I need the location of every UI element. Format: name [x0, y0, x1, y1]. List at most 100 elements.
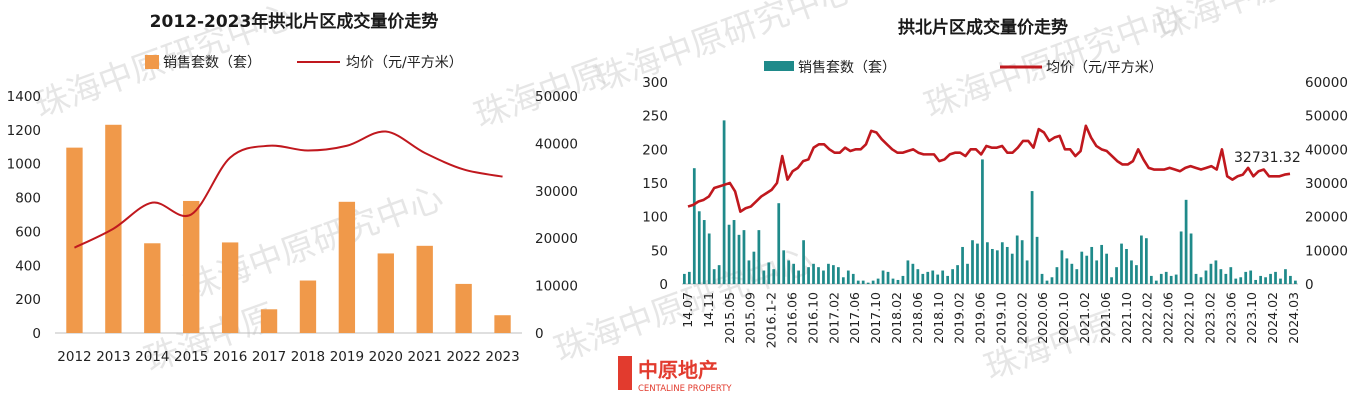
x-tick: 2015.05 [722, 292, 737, 344]
y-right-tick: 40000 [1305, 142, 1348, 158]
bar [787, 260, 791, 284]
x-tick: 2023.10 [1244, 292, 1259, 344]
bar [1115, 267, 1118, 284]
bar [956, 265, 959, 284]
bar [1050, 277, 1054, 284]
bar [971, 240, 974, 284]
x-tick: 2024.03 [1286, 292, 1301, 344]
bar [802, 240, 805, 284]
bar [702, 220, 706, 284]
bar [1110, 277, 1113, 284]
bar [856, 280, 860, 284]
bar [995, 250, 999, 284]
y-left-tick: 1400 [7, 89, 41, 105]
annual-bars [66, 124, 511, 334]
bar [1264, 277, 1267, 284]
x-tick: 2024.02 [1265, 292, 1280, 344]
x-tick: 2019.10 [993, 292, 1008, 344]
bar [966, 263, 969, 284]
bar [822, 270, 825, 284]
bar [871, 280, 875, 284]
bar [990, 248, 994, 284]
bar [687, 271, 691, 284]
bar [338, 201, 356, 333]
bar [1209, 263, 1213, 284]
x-tick: 2019.02 [952, 292, 967, 344]
bar [961, 246, 964, 284]
bar [1224, 273, 1228, 284]
bar [981, 159, 984, 284]
y-right-tick: 30000 [1305, 176, 1348, 192]
bar [851, 273, 855, 284]
bar [772, 269, 776, 284]
bar [1015, 235, 1019, 284]
legend-line-label: 均价（元/平方米） [1046, 60, 1163, 76]
bar [1055, 267, 1059, 284]
x-tick: 2021.06 [1098, 292, 1113, 344]
y-right-tick: 0 [535, 326, 544, 342]
bar [1080, 251, 1084, 284]
bar [861, 280, 865, 284]
bar [827, 263, 830, 284]
bar [1070, 263, 1074, 284]
x-tick: 2016.10 [805, 292, 820, 344]
x-tick: 2015 [174, 349, 208, 365]
centaline-logo: 中原地产 CENTALINE PROPERTY [618, 356, 732, 394]
bar [717, 265, 721, 284]
watermark-text: 珠海中原研究中心 [589, 0, 858, 100]
x-tick: 2023 [485, 349, 519, 365]
bar [916, 269, 920, 284]
x-tick: 2012 [57, 349, 91, 365]
bar [1189, 233, 1193, 284]
bar [976, 243, 979, 284]
x-tick: 2014 [135, 349, 169, 365]
x-tick: 2017.10 [868, 292, 883, 344]
price-line [74, 130, 503, 249]
monthly-price-line [687, 124, 1291, 213]
x-tick: 2019 [330, 349, 364, 365]
bar [1075, 269, 1079, 284]
x-tick: 2016 [213, 349, 247, 365]
y-left-tick: 100 [642, 210, 668, 226]
monthly-chart: 拱北片区成交量价走势 销售套数（套） 均价（元/平方米） 0 50 100 150 20… [642, 17, 1348, 348]
bar [1085, 255, 1089, 284]
y-right-tick: 50000 [535, 89, 578, 105]
bar [1279, 278, 1282, 284]
y-left-tick: 1200 [7, 123, 41, 139]
y-right-tick: 40000 [535, 136, 578, 152]
bar [1239, 277, 1243, 284]
bar [1219, 269, 1223, 284]
bar [1065, 258, 1069, 284]
bar [1120, 243, 1123, 284]
x-tick: 2016.06 [784, 292, 799, 344]
y-left-tick: 800 [15, 191, 41, 207]
y-right-tick: 30000 [535, 184, 578, 200]
bar [1164, 271, 1168, 284]
x-tick: 2013 [96, 349, 130, 365]
bar [936, 274, 940, 284]
logo-mark-icon [618, 356, 632, 390]
bar [1169, 275, 1173, 284]
bar [1105, 253, 1108, 284]
x-tick: 2022.10 [1182, 292, 1197, 344]
bar [921, 273, 925, 284]
bar [682, 273, 686, 284]
bar [986, 242, 989, 284]
legend-bar-label: 销售套数（套） [798, 60, 896, 76]
logo-subtitle: CENTALINE PROPERTY [638, 384, 732, 394]
bar [377, 253, 394, 333]
y-right-tick: 20000 [535, 231, 578, 247]
x-tick: 14.11 [701, 292, 716, 328]
y-left-tick: 1000 [7, 157, 41, 173]
x-tick: 2016.1-2 [764, 292, 779, 348]
bar [1025, 260, 1029, 284]
bar [896, 279, 900, 284]
bar [1194, 273, 1198, 284]
bar [144, 243, 161, 333]
y-left-tick: 150 [642, 176, 668, 192]
bar [697, 211, 701, 284]
monthly-legend: 销售套数（套） 均价（元/平方米） [764, 60, 1163, 76]
bar [1149, 275, 1153, 284]
y-left-tick: 200 [642, 142, 668, 158]
y-left-tick: 0 [659, 277, 668, 293]
